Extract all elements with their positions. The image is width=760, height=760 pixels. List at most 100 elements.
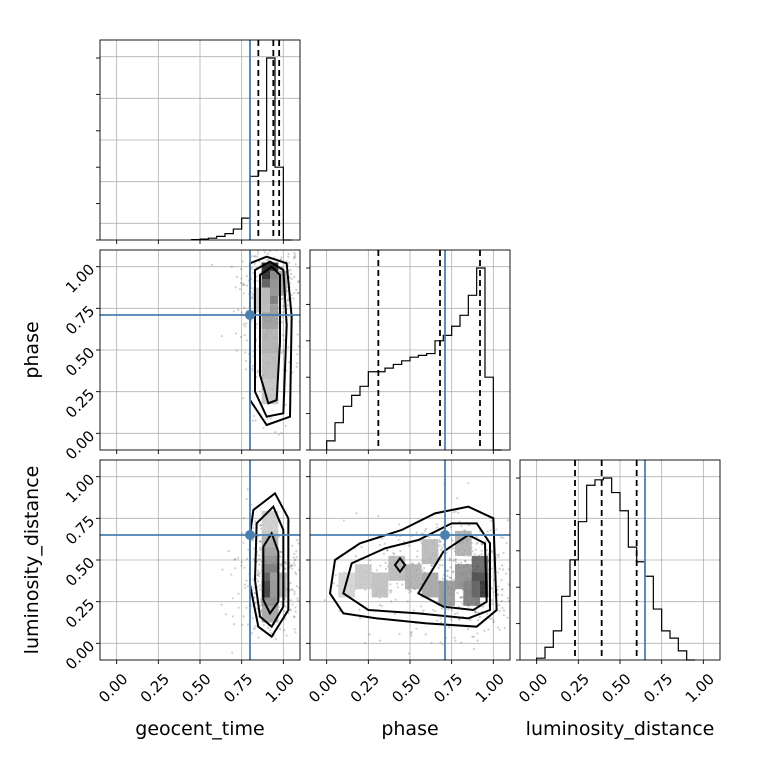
scatter-point-geocent-time-vs-phase-6-8	[275, 245, 277, 247]
scatter-point-geocent-time-vs-phase-4-12	[256, 371, 259, 374]
scatter-point-geocent-time-vs-phase-3-29	[235, 349, 238, 352]
scatter-point-phase-vs-luminosity-distance-2-12	[487, 553, 490, 556]
scatter-point-phase-vs-luminosity-distance-9-13	[390, 600, 393, 603]
scatter-point-geocent-time-vs-phase-6-5	[288, 261, 291, 264]
scatter-point-geocent-time-vs-phase-2-1	[245, 339, 248, 342]
scatter-point-phase-vs-luminosity-distance-2-53	[459, 596, 462, 599]
scatter-point-phase-vs-luminosity-distance-0-100	[463, 559, 467, 563]
y-tick-label-geocent-time-vs-phase-0: 0.00	[62, 427, 98, 463]
scatter-point-geocent-time-vs-luminosity-distance-5-12	[305, 504, 307, 506]
scatter-point-phase-vs-luminosity-distance-2-38	[514, 564, 516, 566]
scatter-point-phase-vs-luminosity-distance-12-33	[439, 548, 443, 551]
density-cell-geocent-time-vs-phase-3	[261, 329, 279, 355]
scatter-point-phase-vs-luminosity-distance-6-19	[396, 586, 399, 589]
scatter-point-phase-vs-luminosity-distance-4-27	[474, 611, 477, 614]
scatter-point-phase-vs-luminosity-distance-10-9	[304, 586, 306, 588]
scatter-point-geocent-time-vs-phase-1-64	[280, 297, 283, 301]
x-axis-label-luminosity-distance: luminosity_distance	[526, 718, 715, 740]
y-axis-label-luminosity-distance: luminosity_distance	[21, 466, 43, 655]
scatter-point-phase-vs-luminosity-distance-0-62	[490, 551, 493, 554]
scatter-point-phase-vs-luminosity-distance-0-28	[496, 626, 500, 629]
scatter-point-geocent-time-vs-phase-6-24	[297, 280, 300, 284]
scatter-point-geocent-time-vs-luminosity-distance-0-97	[266, 626, 269, 630]
scatter-point-geocent-time-vs-luminosity-distance-3-14	[242, 517, 245, 520]
scatter-point-phase-vs-luminosity-distance-4-20	[454, 639, 457, 642]
scatter-point-geocent-time-vs-luminosity-distance-0-29	[289, 582, 292, 585]
truth-marker-phase-vs-luminosity-distance	[440, 530, 450, 540]
scatter-point-geocent-time-vs-phase-0-15	[287, 252, 290, 256]
scatter-point-phase-vs-luminosity-distance-3-48	[439, 641, 442, 644]
scatter-point-phase-vs-luminosity-distance-7-8	[384, 561, 387, 564]
truth-marker-geocent-time-vs-phase	[245, 310, 255, 320]
scatter-point-geocent-time-vs-luminosity-distance-1-38	[259, 669, 261, 671]
scatter-point-geocent-time-vs-phase-4-15	[239, 335, 242, 339]
scatter-point-geocent-time-vs-luminosity-distance-6-8	[293, 615, 296, 619]
scatter-point-geocent-time-vs-phase-6-28	[253, 262, 257, 265]
histogram-phase	[326, 267, 502, 451]
scatter-point-geocent-time-vs-luminosity-distance-1-22	[245, 606, 248, 609]
scatter-point-geocent-time-vs-luminosity-distance-0-60	[251, 578, 254, 581]
scatter-point-geocent-time-vs-luminosity-distance-1-0	[291, 544, 294, 547]
scatter-point-geocent-time-vs-luminosity-distance-0-46	[293, 559, 297, 562]
scatter-point-phase-vs-luminosity-distance-5-36	[410, 634, 413, 637]
scatter-point-phase-vs-luminosity-distance-3-31	[452, 578, 455, 581]
scatter-point-geocent-time-vs-phase-0-104	[287, 255, 290, 258]
scatter-point-geocent-time-vs-luminosity-distance-2-2	[253, 586, 256, 589]
scatter-point-phase-vs-luminosity-distance-4-42	[445, 569, 449, 572]
scatter-point-geocent-time-vs-phase-0-89	[268, 235, 270, 237]
scatter-point-geocent-time-vs-phase-1-52	[287, 298, 290, 301]
scatter-point-geocent-time-vs-phase-1-61	[210, 263, 214, 266]
scatter-point-phase-vs-luminosity-distance-11-18	[439, 540, 442, 543]
scatter-point-geocent-time-vs-phase-0-14	[290, 244, 292, 246]
density-cell-geocent-time-vs-phase-7	[253, 287, 270, 313]
scatter-point-phase-vs-luminosity-distance-7-28	[389, 591, 392, 594]
scatter-point-phase-vs-luminosity-distance-8-20	[368, 559, 372, 562]
scatter-point-geocent-time-vs-luminosity-distance-4-1	[266, 675, 268, 677]
scatter-point-geocent-time-vs-luminosity-distance-0-61	[231, 615, 235, 618]
scatter-point-geocent-time-vs-phase-6-15	[295, 288, 298, 291]
scatter-point-geocent-time-vs-luminosity-distance-3-20	[277, 535, 280, 538]
scatter-point-geocent-time-vs-luminosity-distance-0-31	[292, 556, 295, 559]
scatter-point-geocent-time-vs-luminosity-distance-2-23	[234, 557, 237, 561]
scatter-point-geocent-time-vs-luminosity-distance-6-18	[298, 586, 300, 589]
scatter-point-phase-vs-luminosity-distance-0-27	[486, 548, 489, 552]
density-cell-phase-vs-luminosity-distance-1	[471, 555, 489, 581]
scatter-point-geocent-time-vs-luminosity-distance-3-10	[259, 524, 262, 527]
density-cell-phase-vs-luminosity-distance-3	[455, 564, 472, 590]
scatter-point-geocent-time-vs-luminosity-distance-0-57	[258, 563, 261, 566]
scatter-point-geocent-time-vs-luminosity-distance-1-54	[322, 557, 324, 559]
scatter-point-geocent-time-vs-luminosity-distance-0-62	[231, 651, 234, 654]
x-tick-label-geocent-time-vs-luminosity-distance-4: 1.00	[262, 670, 298, 706]
scatter-point-geocent-time-vs-phase-1-53	[293, 255, 296, 258]
scatter-point-phase-vs-luminosity-distance-12-3	[452, 511, 455, 514]
scatter-point-phase-vs-luminosity-distance-9-14	[386, 549, 389, 552]
scatter-point-geocent-time-vs-phase-0-102	[290, 293, 293, 297]
scatter-point-geocent-time-vs-phase-0-25	[263, 227, 265, 229]
scatter-point-phase-vs-luminosity-distance-0-71	[452, 570, 455, 573]
scatter-point-phase-vs-luminosity-distance-10-12	[334, 574, 337, 577]
x-tick-label-hist-luminosity-distance-1: 0.25	[557, 670, 593, 706]
scatter-point-phase-vs-luminosity-distance-11-26	[440, 546, 443, 549]
x-tick-label-geocent-time-vs-luminosity-distance-2: 0.50	[178, 670, 214, 706]
scatter-point-geocent-time-vs-luminosity-distance-0-24	[243, 586, 247, 589]
scatter-point-phase-vs-luminosity-distance-0-75	[471, 635, 474, 639]
scatter-point-phase-vs-luminosity-distance-6-7	[438, 544, 441, 547]
scatter-point-phase-vs-luminosity-distance-1-7	[441, 564, 444, 567]
scatter-point-geocent-time-vs-luminosity-distance-1-60	[283, 560, 287, 564]
scatter-point-geocent-time-vs-phase-4-1	[281, 349, 285, 352]
scatter-point-geocent-time-vs-phase-2-27	[243, 334, 246, 337]
scatter-point-phase-vs-luminosity-distance-12-32	[454, 559, 457, 562]
scatter-point-geocent-time-vs-phase-2-37	[282, 334, 285, 337]
scatter-point-phase-vs-luminosity-distance-7-29	[410, 562, 413, 565]
scatter-point-geocent-time-vs-phase-4-22	[295, 365, 298, 368]
scatter-point-geocent-time-vs-luminosity-distance-3-26	[245, 579, 248, 582]
scatter-point-phase-vs-luminosity-distance-11-22	[423, 529, 427, 532]
scatter-point-geocent-time-vs-luminosity-distance-1-13	[241, 623, 244, 627]
scatter-point-phase-vs-luminosity-distance-4-36	[409, 632, 413, 635]
scatter-point-phase-vs-luminosity-distance-7-3	[407, 544, 410, 547]
scatter-point-geocent-time-vs-phase-4-0	[285, 369, 288, 372]
scatter-point-phase-vs-luminosity-distance-11-17	[427, 536, 431, 539]
scatter-point-geocent-time-vs-phase-2-25	[280, 351, 284, 354]
scatter-point-geocent-time-vs-phase-2-24	[238, 288, 242, 291]
